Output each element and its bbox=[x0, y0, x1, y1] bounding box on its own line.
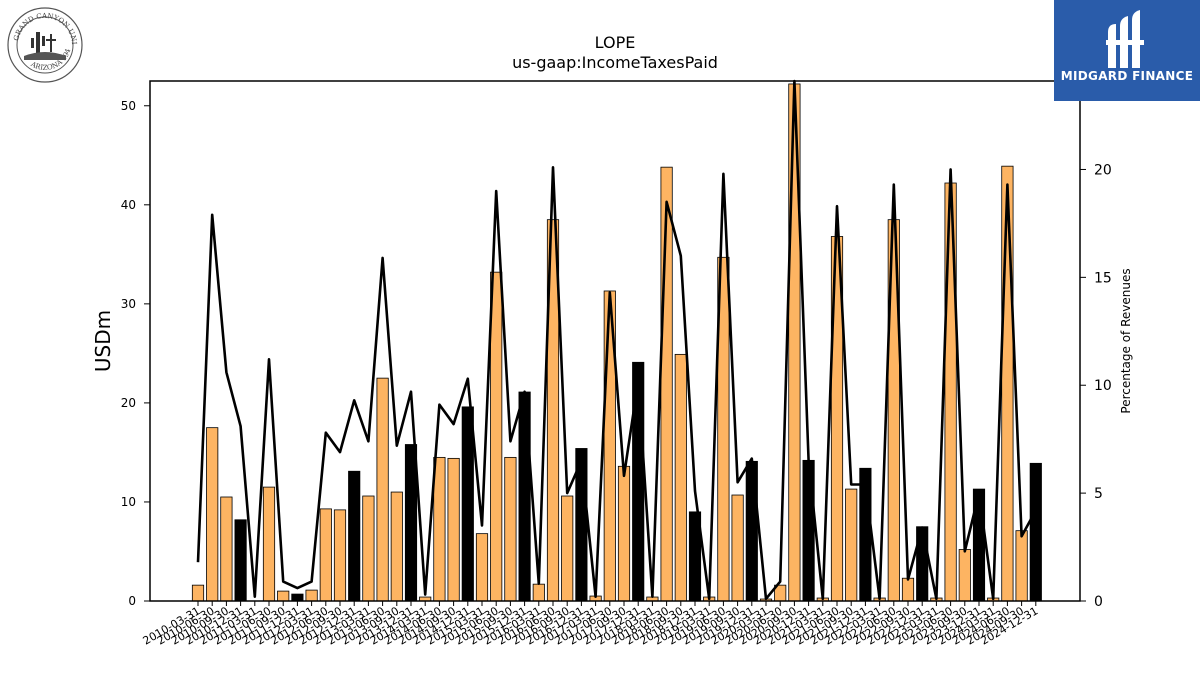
midgard-finance-logo: MIDGARD FINANCE bbox=[1054, 0, 1200, 101]
bar-2013-03-31 bbox=[362, 495, 375, 602]
university-seal-logo: GRAND CANYON UNIVERSITY ARIZONA 1949 bbox=[2, 0, 84, 84]
bar-2010-09-30 bbox=[220, 496, 233, 602]
bar-2013-06-30 bbox=[376, 377, 389, 602]
bar-2012-12-31 bbox=[348, 470, 361, 602]
percentage-of-revenues-line bbox=[196, 79, 1037, 601]
bar-2010-03-31 bbox=[191, 584, 205, 602]
bar-2022-09-30 bbox=[901, 577, 915, 602]
bar-2024-06-30 bbox=[1001, 165, 1014, 602]
bars-layer bbox=[191, 83, 1042, 602]
bar-2017-09-30 bbox=[617, 465, 631, 602]
right-tick-label: 15 bbox=[1094, 270, 1112, 286]
plot-frame bbox=[149, 80, 1081, 602]
chart-title: LOPE bbox=[595, 33, 636, 52]
left-tick-label: 20 bbox=[121, 396, 136, 410]
midgard-mark-icon bbox=[1106, 10, 1144, 68]
bar-2023-09-30 bbox=[958, 549, 971, 602]
left-tick-label: 30 bbox=[121, 297, 136, 311]
midgard-finance-brand-text: MIDGARD FINANCE bbox=[1060, 69, 1194, 83]
bar-2020-12-31 bbox=[802, 459, 815, 602]
left-tick-label: 0 bbox=[128, 594, 136, 608]
bar-2013-12-31 bbox=[404, 444, 418, 602]
bar-2016-03-31 bbox=[532, 583, 545, 602]
bar-2015-06-30 bbox=[490, 271, 503, 602]
left-axis: 0 10 20 30 40 50 bbox=[121, 99, 150, 608]
bar-2013-09-30 bbox=[390, 491, 403, 602]
bar-2019-12-31 bbox=[745, 460, 758, 602]
right-tick-label: 0 bbox=[1094, 594, 1103, 610]
bar-2016-09-30 bbox=[561, 495, 574, 602]
bar-2012-06-30 bbox=[319, 508, 332, 602]
right-tick-label: 10 bbox=[1094, 378, 1112, 394]
left-tick-label: 50 bbox=[121, 99, 136, 113]
left-tick-label: 40 bbox=[121, 198, 136, 212]
bar-2010-12-31 bbox=[234, 519, 247, 602]
bar-2018-09-30 bbox=[674, 353, 687, 602]
bar-2011-12-31 bbox=[291, 593, 304, 602]
bar-2011-06-30 bbox=[262, 486, 276, 602]
right-axis: 0 5 10 15 20 bbox=[1080, 162, 1112, 610]
bar-2014-12-31 bbox=[461, 406, 474, 602]
x-axis: 2010-03-312010-06-302010-09-302010-12-31… bbox=[141, 601, 1040, 648]
chart-subtitle: us-gaap:IncomeTaxesPaid bbox=[512, 53, 718, 72]
bar-2024-12-31 bbox=[1029, 462, 1042, 602]
bar-2012-09-30 bbox=[333, 509, 347, 602]
line-layer bbox=[196, 79, 1037, 601]
bar-2014-09-30 bbox=[447, 457, 460, 602]
bar-2015-03-31 bbox=[475, 533, 489, 602]
bar-2014-06-30 bbox=[433, 456, 446, 602]
right-tick-label: 5 bbox=[1094, 486, 1103, 502]
bar-2011-09-30 bbox=[277, 590, 290, 602]
bar-2021-09-30 bbox=[845, 488, 858, 602]
y-axis-label-left: USDm bbox=[91, 310, 115, 372]
bar-2010-06-30 bbox=[206, 427, 219, 602]
bar-2015-09-30 bbox=[504, 456, 517, 602]
bar-2019-09-30 bbox=[731, 494, 744, 602]
left-tick-label: 10 bbox=[121, 495, 136, 509]
y-axis-label-right: Percentage of Revenues bbox=[1119, 268, 1133, 413]
bar-2024-09-30 bbox=[1015, 530, 1028, 602]
bar-2015-12-31 bbox=[518, 391, 531, 602]
bar-2012-03-31 bbox=[305, 589, 318, 602]
right-tick-label: 20 bbox=[1094, 162, 1112, 178]
